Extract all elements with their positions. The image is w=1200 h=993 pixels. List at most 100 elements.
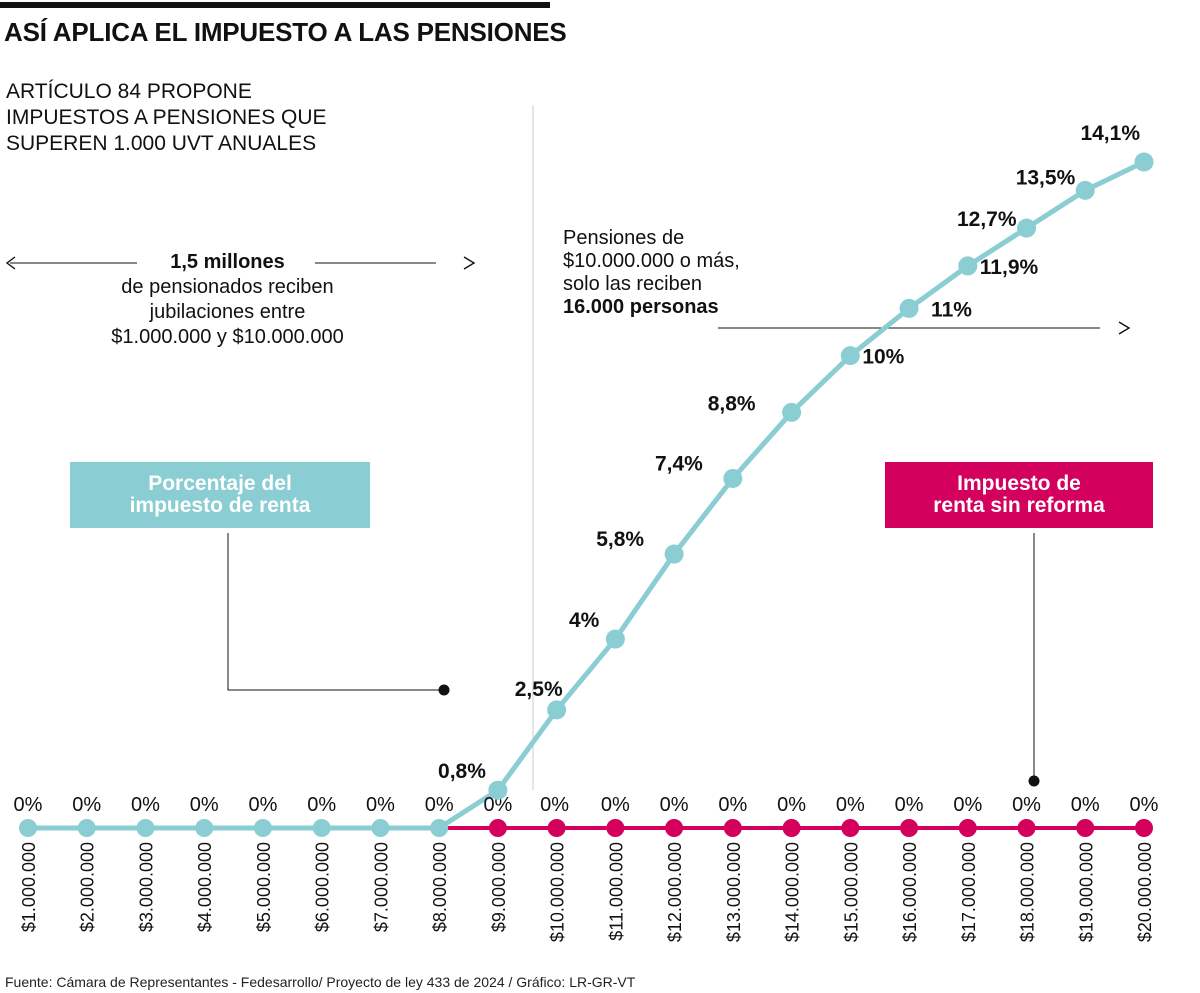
zero-label: 0% bbox=[1012, 794, 1041, 816]
point-blue bbox=[312, 819, 331, 837]
point-blue bbox=[136, 819, 155, 837]
zero-label: 0% bbox=[660, 794, 689, 816]
x-tick-label: $14.000.000 bbox=[783, 842, 803, 942]
x-tick-label: $4.000.000 bbox=[195, 842, 215, 932]
zero-label: 0% bbox=[953, 794, 982, 816]
value-label: 8,8% bbox=[708, 392, 756, 415]
zero-label: 0% bbox=[190, 794, 219, 816]
data-points bbox=[19, 152, 1154, 837]
point-red bbox=[958, 819, 977, 837]
series-lines bbox=[28, 159, 1146, 831]
point-red bbox=[606, 819, 625, 837]
chart-title: ASÍ APLICA EL IMPUESTO A LAS PENSIONES bbox=[4, 17, 567, 47]
x-tick-label: $11.000.000 bbox=[606, 842, 626, 941]
point-red bbox=[665, 819, 684, 837]
point-blue bbox=[723, 468, 743, 488]
zero-label: 0% bbox=[777, 794, 806, 816]
value-label: 12,7% bbox=[957, 208, 1017, 231]
zero-label: 0% bbox=[72, 794, 101, 816]
title-rule bbox=[0, 2, 550, 8]
point-red bbox=[547, 819, 566, 837]
annotation-left-text: de pensionados reciben jubilaciones entr… bbox=[111, 276, 344, 348]
x-tick-label: $3.000.000 bbox=[136, 842, 156, 932]
annotation-left: 1,5 millones de pensionados reciben jubi… bbox=[110, 250, 345, 350]
legend-blue-box: Porcentaje del impuesto de renta bbox=[70, 462, 370, 528]
value-label: 14,1% bbox=[1080, 122, 1140, 145]
legend-red-box: Impuesto de renta sin reforma bbox=[885, 462, 1153, 528]
value-label: 10% bbox=[862, 346, 904, 369]
value-label: 11% bbox=[931, 298, 972, 321]
zero-label: 0% bbox=[540, 794, 569, 816]
x-tick-label: $16.000.000 bbox=[900, 842, 920, 942]
zero-label: 0% bbox=[1130, 794, 1159, 816]
arrow-mid-head bbox=[463, 256, 476, 270]
source-note: Fuente: Cámara de Representantes - Fedes… bbox=[5, 974, 636, 990]
point-red bbox=[900, 819, 919, 837]
point-red bbox=[1135, 819, 1153, 837]
arrow-left-head bbox=[5, 256, 16, 270]
value-label: 4% bbox=[569, 609, 600, 632]
zero-label: 0% bbox=[366, 794, 395, 816]
zero-label: 0% bbox=[836, 794, 865, 816]
point-blue bbox=[1017, 218, 1037, 238]
x-tick-label: $10.000.000 bbox=[548, 842, 568, 942]
red-leader-dot bbox=[1028, 775, 1040, 787]
blue-leader-line bbox=[227, 533, 444, 691]
zero-label: 0% bbox=[601, 794, 630, 816]
value-label: 2,5% bbox=[515, 678, 563, 701]
x-tick-label: $17.000.000 bbox=[959, 842, 979, 942]
annotation-right-text: Pensiones de $10.000.000 o más, solo las… bbox=[563, 227, 740, 295]
point-red bbox=[723, 819, 742, 837]
value-label: 11,9% bbox=[980, 256, 1039, 279]
zero-label: 0% bbox=[1071, 794, 1100, 816]
point-blue bbox=[605, 629, 625, 649]
x-tick-label: $9.000.000 bbox=[489, 842, 509, 932]
zero-label: 0% bbox=[307, 794, 336, 816]
zero-label: 0% bbox=[131, 794, 160, 816]
value-label: 13,5% bbox=[1016, 166, 1076, 189]
point-blue bbox=[958, 256, 978, 276]
point-blue bbox=[430, 819, 449, 837]
point-blue bbox=[77, 819, 96, 837]
zero-label: 0% bbox=[895, 794, 924, 816]
point-blue bbox=[19, 819, 37, 837]
point-blue bbox=[253, 819, 272, 837]
zero-label: 0% bbox=[248, 794, 277, 816]
point-blue bbox=[840, 346, 860, 366]
x-tick-label: $15.000.000 bbox=[841, 842, 861, 942]
value-labels: 0,8% 2,5% 4% 5,8% 7,4% 8,8% 10% 11% 11,9% 12,7% 13… bbox=[438, 122, 1140, 783]
zero-label: 0% bbox=[14, 794, 43, 816]
zero-value-labels: 0% 0% 0% 0% 0% 0% 0% 0% 0% 0% 0% 0% 0% 0% 0% 0% 0% 0% 0% 0% bbox=[14, 794, 1159, 816]
x-tick-label: $13.000.000 bbox=[724, 842, 744, 942]
x-tick-label: $18.000.000 bbox=[1018, 842, 1038, 942]
x-tick-label: $19.000.000 bbox=[1076, 842, 1096, 942]
value-label: 5,8% bbox=[596, 528, 644, 551]
zero-label: 0% bbox=[483, 794, 512, 816]
point-blue bbox=[664, 544, 684, 564]
point-blue bbox=[547, 700, 567, 720]
x-tick-label: $6.000.000 bbox=[313, 842, 333, 932]
point-red bbox=[782, 819, 801, 837]
x-tick-label: $2.000.000 bbox=[78, 842, 98, 932]
chart-subtitle: ARTÍCULO 84 PROPONE IMPUESTOS A PENSIONE… bbox=[6, 80, 327, 155]
point-red bbox=[488, 819, 507, 837]
point-blue bbox=[899, 298, 919, 318]
value-label: 0,8% bbox=[438, 760, 486, 783]
x-tick-label: $8.000.000 bbox=[430, 842, 450, 932]
arrow-right-head bbox=[1118, 321, 1131, 335]
legend-red-label: Impuesto de renta sin reforma bbox=[933, 472, 1105, 517]
annotation-right: Pensiones de $10.000.000 o más, solo las… bbox=[563, 227, 743, 319]
annotation-left-bold: 1,5 millones bbox=[170, 251, 285, 273]
point-blue bbox=[1134, 152, 1154, 172]
blue-leader-dot bbox=[438, 684, 450, 696]
point-blue bbox=[488, 780, 508, 800]
legend-blue-label: Porcentaje del impuesto de renta bbox=[129, 472, 311, 517]
point-red bbox=[1017, 819, 1036, 837]
x-tick-label: $20.000.000 bbox=[1135, 842, 1155, 942]
point-red bbox=[1076, 819, 1095, 837]
point-blue bbox=[195, 819, 214, 837]
x-axis-labels: $1.000.000 $2.000.000 $3.000.000 $4.000.000… bbox=[19, 842, 1155, 942]
value-label: 7,4% bbox=[655, 452, 703, 475]
x-tick-label: $12.000.000 bbox=[665, 842, 685, 942]
